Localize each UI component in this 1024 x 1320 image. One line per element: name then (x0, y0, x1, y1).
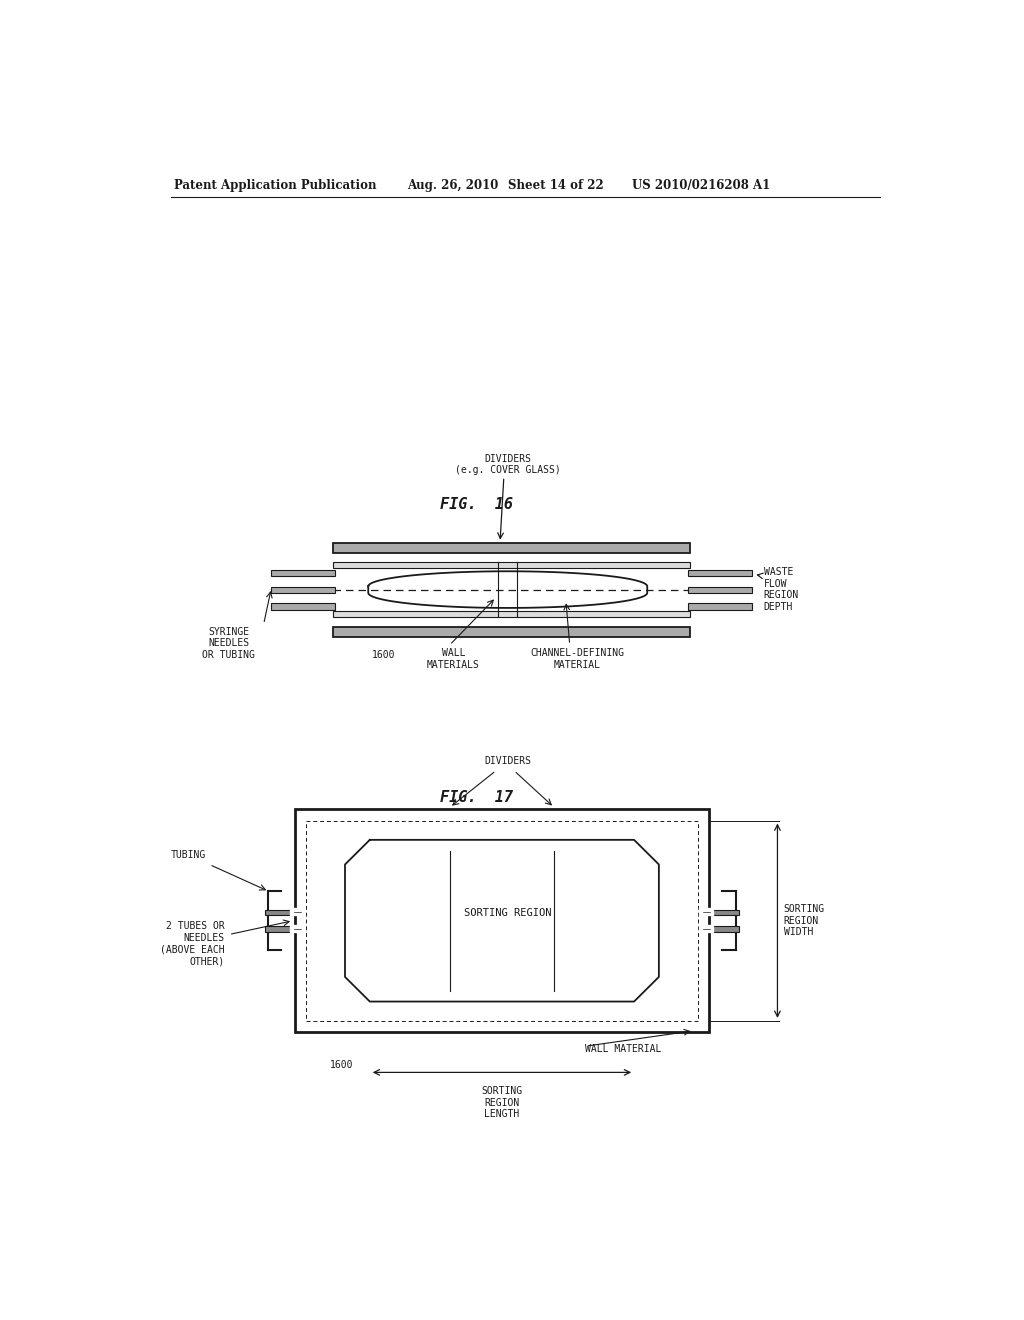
Bar (265, 927, 295, 932)
Text: SORTING
REGION
LENGTH: SORTING REGION LENGTH (481, 1086, 522, 1119)
Bar (265, 909, 295, 915)
Bar (688, 586, 752, 593)
Bar (271, 586, 335, 593)
Text: SYRINGE
NEEDLES
OR TUBING: SYRINGE NEEDLES OR TUBING (203, 627, 255, 660)
Text: 1600: 1600 (372, 649, 395, 660)
Text: Patent Application Publication: Patent Application Publication (174, 178, 377, 191)
Text: WALL MATERIAL: WALL MATERIAL (586, 1044, 662, 1055)
Bar (710, 909, 738, 915)
Text: WALL
MATERIALS: WALL MATERIALS (427, 648, 480, 669)
Text: 2 TUBES OR
NEEDLES
(ABOVE EACH
OTHER): 2 TUBES OR NEEDLES (ABOVE EACH OTHER) (160, 921, 225, 966)
Bar (295, 809, 710, 1032)
Text: (e.g. COVER GLASS): (e.g. COVER GLASS) (455, 465, 560, 475)
Bar (334, 543, 690, 553)
Text: FIG.  16: FIG. 16 (440, 498, 513, 512)
Bar (271, 603, 335, 610)
Text: SORTING
REGION
WIDTH: SORTING REGION WIDTH (783, 904, 824, 937)
Bar (688, 603, 752, 610)
Bar (334, 627, 690, 636)
Text: US 2010/0216208 A1: US 2010/0216208 A1 (632, 178, 770, 191)
Text: Sheet 14 of 22: Sheet 14 of 22 (508, 178, 603, 191)
Text: TUBING: TUBING (170, 850, 206, 861)
Bar (271, 570, 335, 576)
Text: FIG.  17: FIG. 17 (440, 789, 513, 805)
Polygon shape (369, 572, 647, 609)
Text: CHANNEL-DEFINING
MATERIAL: CHANNEL-DEFINING MATERIAL (530, 648, 625, 669)
Text: DIVIDERS: DIVIDERS (484, 454, 531, 465)
Bar (710, 927, 738, 932)
Bar (688, 570, 752, 576)
Text: DIVIDERS: DIVIDERS (484, 756, 531, 767)
Text: SORTING REGION: SORTING REGION (464, 908, 552, 917)
Bar (334, 562, 690, 568)
Text: Aug. 26, 2010: Aug. 26, 2010 (407, 178, 499, 191)
Text: 1600: 1600 (330, 1060, 353, 1069)
Bar (334, 611, 690, 618)
Text: WASTE
FLOW
REGION
DEPTH: WASTE FLOW REGION DEPTH (764, 568, 799, 612)
